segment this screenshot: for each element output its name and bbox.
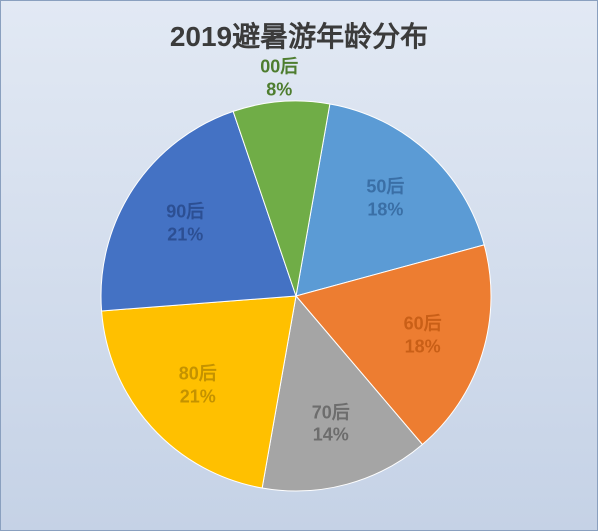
slice-label: 80后21% [179,363,217,408]
pie-svg [71,91,521,501]
slice-name: 80后 [179,363,217,386]
slice-percent: 18% [366,198,404,221]
slice-name: 50后 [366,176,404,199]
pie-chart-container: 2019避暑游年龄分布 50后18%60后18%70后14%80后21%90后2… [0,0,598,531]
slice-percent: 18% [404,335,442,358]
slice-name: 90后 [166,201,204,224]
slice-percent: 14% [312,424,350,447]
slice-name: 70后 [312,401,350,424]
slice-percent: 21% [179,385,217,408]
pie-plot-area: 50后18%60后18%70后14%80后21%90后21%00后8% [71,91,521,501]
slice-label: 50后18% [366,176,404,221]
slice-label: 60后18% [404,313,442,358]
chart-title: 2019避暑游年龄分布 [1,15,597,55]
slice-percent: 21% [166,223,204,246]
slice-percent: 8% [260,78,298,101]
slice-label: 70后14% [312,401,350,446]
slice-name: 00后 [260,56,298,79]
slice-label: 00后8% [260,56,298,101]
slice-label: 90后21% [166,201,204,246]
slice-name: 60后 [404,313,442,336]
